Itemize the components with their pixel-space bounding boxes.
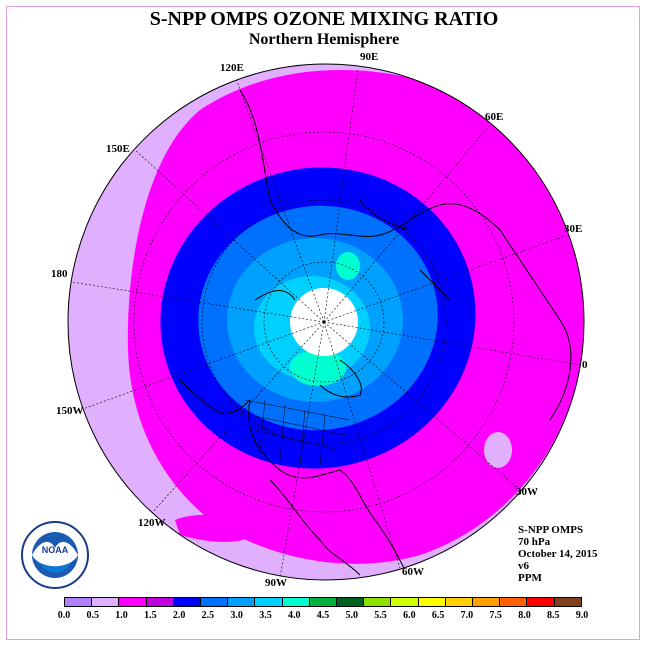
colorbar-tick-label: 2.0 [172, 610, 186, 621]
colorbar-swatch-1 [92, 598, 120, 606]
colorbar-tick-label: 5.5 [374, 610, 387, 621]
info-line-3: October 14, 2015 [518, 548, 598, 560]
colorbar-tick-label: 8.0 [518, 610, 531, 621]
lon-label-0: 0 [582, 359, 588, 371]
colorbar-swatch-3 [146, 598, 174, 606]
colorbar-swatch-13 [418, 598, 446, 606]
coastlines [179, 89, 572, 580]
colorbar-tick-label: 7.0 [460, 610, 474, 621]
colorbar-swatch-18 [554, 598, 581, 606]
info-line-2: 70 hPa [518, 536, 551, 548]
logo-text: NOAA [42, 545, 69, 555]
colorbar-swatch-9 [309, 598, 338, 606]
lon-label-30w: 30W [516, 486, 538, 498]
lon-label-120e: 120E [220, 62, 244, 74]
info-line-5: PPM [518, 572, 542, 584]
colorbar-tick-label: 1.0 [115, 610, 128, 621]
colorbar-swatch-8 [282, 598, 310, 606]
colorbar-swatch-0 [65, 598, 93, 606]
colorbar-tick-label: 4.5 [316, 610, 330, 621]
lon-label-150e: 150E [106, 143, 130, 155]
colorbar-swatch-14 [445, 598, 474, 606]
colorbar-tick-label: 8.5 [546, 610, 560, 621]
band-1-0-1-5-lower [175, 514, 255, 542]
band-3-5-4-0 [290, 350, 346, 386]
lon-label-90w: 90W [265, 577, 287, 589]
colorbar-tick-label: 0.0 [57, 610, 71, 621]
colorbar-tick-label: 1.5 [144, 610, 157, 621]
lon-label-150w: 150W [56, 405, 84, 417]
info-line-4: v6 [518, 560, 529, 572]
colorbar-swatch-4 [173, 598, 202, 606]
map-subtitle: Northern Hemisphere [248, 31, 400, 48]
colorbar-tick-label: 9.0 [575, 610, 589, 621]
lon-label-120w: 120W [138, 517, 166, 529]
info-block: S-NPP OMPS 70 hPa October 14, 2015 v6 PP… [518, 524, 598, 584]
noaa-logo: NOAA [21, 521, 89, 589]
lon-label-60e: 60E [485, 111, 504, 123]
colorbar-swatch-12 [391, 598, 419, 606]
lon-label-180: 180 [51, 268, 68, 280]
band-3-5-4-0-b [336, 252, 360, 280]
colorbar-tick-label: 0.5 [86, 610, 100, 621]
lon-label-30e: 30E [564, 223, 583, 235]
colorbar-tick-label: 4.0 [287, 610, 301, 621]
colorbar-tick-label: 7.5 [489, 610, 502, 621]
colorbar [64, 597, 582, 607]
colorbar-tick-label: 5.0 [345, 610, 359, 621]
colorbar-tick-label: 3.5 [259, 610, 272, 621]
colorbar-swatch-5 [201, 598, 229, 606]
colorbar-swatch-7 [255, 598, 283, 606]
colorbar-swatch-11 [364, 598, 392, 606]
us-state-borders [244, 399, 351, 466]
figure-frame [6, 6, 640, 640]
colorbar-tick-label: 6.0 [403, 610, 416, 621]
colorbar-swatch-16 [500, 598, 528, 606]
lon-label-60w: 60W [402, 566, 424, 578]
graticule [71, 69, 581, 579]
colorbar-tick-label: 6.5 [431, 610, 445, 621]
colorbar-swatch-17 [527, 598, 555, 606]
map-title: S-NPP OMPS OZONE MIXING RATIO [149, 8, 499, 30]
colorbar-swatch-10 [337, 598, 365, 606]
lon-label-90e: 90E [360, 51, 379, 63]
colorbar-swatch-6 [228, 598, 256, 606]
colorbar-swatch-2 [119, 598, 147, 606]
info-line-1: S-NPP OMPS [518, 524, 584, 536]
colorbar-tick-label: 3.0 [230, 610, 243, 621]
map-boundary [67, 63, 585, 581]
colorbar-swatch-15 [473, 598, 501, 606]
colorbar-tick-label: 2.5 [201, 610, 215, 621]
